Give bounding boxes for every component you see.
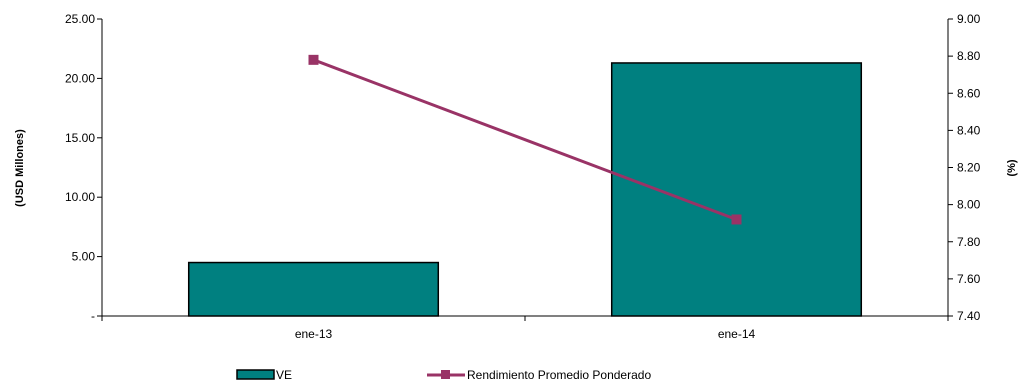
y-tick-label: 20.00 xyxy=(65,71,95,85)
legend: VE Rendimiento Promedio Ponderado xyxy=(236,368,651,382)
point-rendimiento-ene-13 xyxy=(308,54,319,65)
y2-tick-label: 8.20 xyxy=(957,161,981,175)
bar-ene-13 xyxy=(187,261,440,317)
point-rendimiento-ene-14 xyxy=(731,214,742,225)
bar-ene-14 xyxy=(610,62,863,317)
y-tick-label: 5.00 xyxy=(72,250,96,264)
axes xyxy=(97,18,953,321)
legend-label-ve: VE xyxy=(276,368,292,382)
y2-tick-label: 7.40 xyxy=(957,309,981,323)
tick-labels: - 5.00 10.00 15.00 20.00 25.00 7.40 7.60 7.80 8.0… xyxy=(65,12,981,341)
y2-axis-title: (%) xyxy=(1006,159,1018,176)
y-tick-label: 25.00 xyxy=(65,12,95,26)
x-tick-label-ene-13: ene-13 xyxy=(295,327,333,341)
y-axis-title: (USD Millones) xyxy=(14,129,26,207)
y-tick-label: 10.00 xyxy=(65,190,95,204)
y2-tick-label: 7.80 xyxy=(957,235,981,249)
y2-tick-label: 8.40 xyxy=(957,123,981,137)
legend-swatch-ve xyxy=(236,369,275,380)
y2-tick-label: 8.60 xyxy=(957,86,981,100)
legend-label-rendimiento: Rendimiento Promedio Ponderado xyxy=(467,368,651,382)
bar-series xyxy=(187,62,863,317)
x-tick-label-ene-14: ene-14 xyxy=(718,327,756,341)
legend-marker-rendimiento xyxy=(441,370,450,379)
line-series xyxy=(308,54,742,225)
y-tick-label: 15.00 xyxy=(65,131,95,145)
y2-tick-label: 9.00 xyxy=(957,12,981,26)
y2-tick-label: 8.80 xyxy=(957,49,981,63)
y-tick-label: - xyxy=(91,309,95,323)
y2-tick-label: 7.60 xyxy=(957,272,981,286)
y2-tick-label: 8.00 xyxy=(957,198,981,212)
line-rendimiento xyxy=(312,58,738,221)
